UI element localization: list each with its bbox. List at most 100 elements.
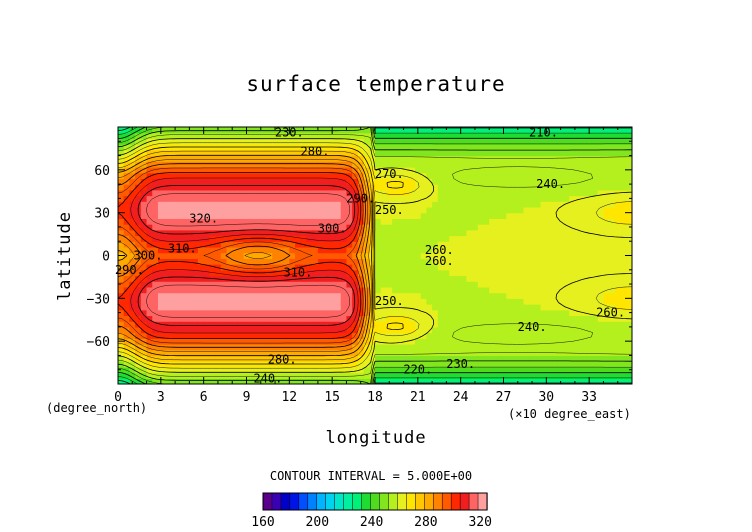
field-cell — [432, 349, 439, 357]
field-cell — [357, 246, 365, 254]
field-cell — [420, 372, 427, 379]
field-cell — [609, 338, 616, 345]
x-tick-label: 27 — [496, 390, 512, 405]
colorbar-tick-label: 320 — [468, 515, 491, 530]
field-cell — [392, 149, 399, 157]
field-cell — [552, 201, 559, 208]
field-cell — [357, 366, 365, 374]
field-cell — [432, 178, 439, 185]
field-cell — [523, 189, 530, 197]
field-cell — [237, 172, 245, 179]
field-cell — [620, 264, 627, 271]
field-cell — [432, 332, 439, 339]
field-cell — [563, 201, 570, 208]
field-cell — [534, 338, 542, 345]
field-cell — [477, 361, 485, 368]
field-cell — [220, 224, 228, 231]
field-cell — [175, 366, 182, 374]
field-cell — [237, 286, 245, 294]
field-cell — [483, 338, 490, 345]
field-cell — [146, 258, 153, 265]
field-cell — [523, 275, 530, 282]
field-cell — [626, 355, 632, 362]
field-cell — [443, 326, 450, 334]
field-cell — [580, 286, 587, 294]
field-cell — [449, 224, 456, 231]
field-cell — [460, 304, 467, 311]
field-cell — [454, 344, 462, 351]
field-cell — [529, 178, 536, 185]
field-cell — [226, 269, 233, 277]
field-cell — [437, 292, 445, 299]
field-cell — [375, 229, 382, 237]
field-cell — [129, 241, 136, 248]
field-cell — [169, 372, 176, 379]
field-cell — [620, 206, 627, 214]
field-cell — [443, 144, 450, 151]
field-cell — [237, 292, 245, 299]
field-cell — [335, 206, 342, 214]
field-cell — [317, 172, 325, 179]
field-cell — [563, 149, 570, 157]
field-cell — [540, 138, 547, 145]
field-cell — [477, 161, 485, 168]
field-cell — [352, 269, 359, 277]
field-cell — [420, 355, 427, 362]
field-cell — [512, 246, 519, 254]
field-cell — [163, 286, 170, 294]
field-cell — [215, 304, 222, 311]
field-cell — [592, 292, 599, 299]
field-cell — [277, 326, 285, 334]
field-cell — [534, 366, 542, 374]
field-cell — [237, 224, 245, 231]
field-cell — [386, 355, 393, 362]
field-cell — [397, 264, 405, 271]
field-cell — [312, 349, 319, 357]
field-cell — [569, 286, 576, 294]
field-cell — [266, 149, 273, 157]
field-cell — [329, 246, 336, 254]
field-cell — [340, 361, 348, 368]
field-cell — [135, 315, 142, 322]
field-cell — [266, 309, 273, 317]
field-cell — [209, 172, 216, 179]
field-cell — [437, 264, 445, 271]
field-cell — [620, 229, 627, 237]
field-cell — [403, 172, 410, 179]
field-cell — [414, 224, 422, 231]
field-cell — [340, 155, 348, 162]
field-cell — [409, 275, 416, 282]
field-cell — [237, 241, 245, 248]
field-cell — [340, 326, 348, 334]
field-cell — [437, 189, 445, 197]
field-cell — [186, 132, 193, 140]
field-cell — [152, 361, 159, 368]
field-cell — [580, 246, 587, 254]
field-cell — [489, 366, 496, 374]
field-cell — [352, 264, 359, 271]
field-cell — [426, 241, 433, 248]
field-cell — [500, 275, 507, 282]
field-cell — [289, 229, 296, 237]
field-cell — [494, 201, 502, 208]
field-cell — [186, 189, 193, 197]
x-tick-label: 15 — [324, 390, 340, 405]
field-cell — [512, 161, 519, 168]
field-cell — [352, 298, 359, 305]
field-cell — [243, 201, 250, 208]
field-cell — [118, 229, 125, 237]
field-cell — [123, 212, 131, 219]
field-cell — [586, 372, 593, 379]
field-cell — [352, 344, 359, 351]
field-cell — [546, 212, 553, 219]
field-cell — [357, 235, 365, 242]
field-cell — [432, 372, 439, 379]
field-cell — [426, 332, 433, 339]
field-cell — [420, 304, 427, 311]
field-cell — [489, 144, 496, 151]
field-cell — [620, 189, 627, 197]
field-cell — [517, 286, 525, 294]
field-cell — [146, 172, 153, 179]
field-cell — [443, 338, 450, 345]
field-cell — [609, 258, 616, 265]
